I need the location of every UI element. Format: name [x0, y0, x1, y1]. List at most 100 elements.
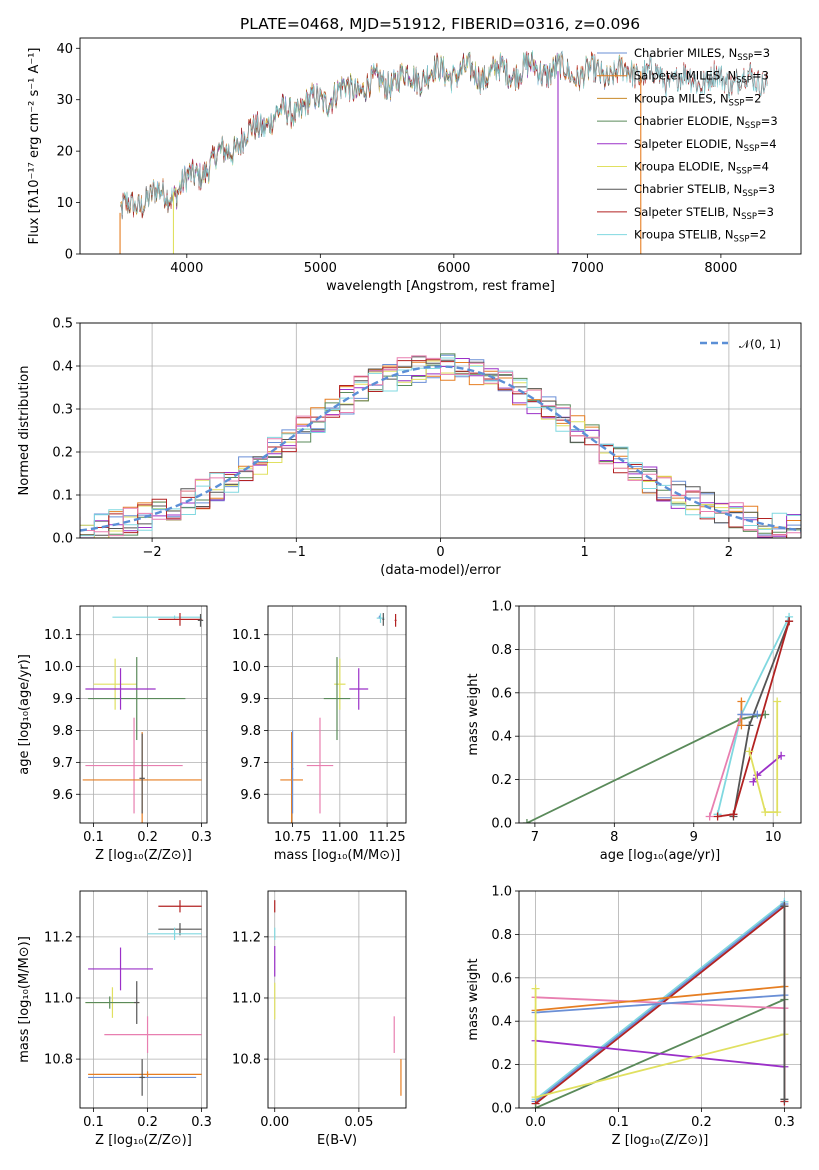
legend-entry: Chabrier MILES, NSSP=3 — [634, 46, 770, 63]
y-tick-label: 11.0 — [232, 991, 261, 1006]
plot-area — [274, 900, 402, 1096]
y-tick-label: 0 — [65, 248, 73, 263]
legend-entry: Salpeter MILES, NSSP=3 — [634, 69, 769, 86]
y-tick-label: 0.6 — [491, 971, 512, 986]
x-tick-label: 0.0 — [525, 1115, 546, 1130]
x-tick-label: 0.1 — [83, 1115, 104, 1130]
axes-spectrum: 4000 5000 6000 7000 8000 0 10 20 30 40 wavelength … — [27, 37, 802, 294]
residual-histogram — [80, 355, 801, 538]
y-tick-label: 0.8 — [491, 643, 512, 658]
weight-series-line — [535, 985, 785, 1012]
y-axis-label: mass weight — [466, 958, 481, 1040]
axes-residuals: −2 −1 0 1 2 0.0 0.1 0.2 0.3 0.4 0.5 (data-model)/er… — [17, 317, 802, 578]
weight-marker — [745, 747, 754, 756]
x-axis-label: (data-model)/error — [380, 563, 501, 578]
weight-series-line — [535, 901, 785, 1101]
weight-series-line — [535, 994, 785, 1014]
y-tick-label: 0.2 — [491, 773, 512, 788]
weight-marker — [531, 1093, 540, 1102]
x-tick-label: 0.2 — [137, 830, 158, 845]
y-tick-label: 0.0 — [52, 532, 73, 547]
gaussian-curve — [80, 365, 801, 532]
x-axis-label: mass [log₁₀(M/M⊙)] — [274, 848, 401, 863]
axes-weight-vs-Z: 0.0 0.1 0.2 0.3 0.0 0.2 0.4 0.6 0.8 1.0 Z [log₁₀(Z… — [466, 885, 802, 1148]
y-tick-label: 9.9 — [52, 692, 73, 707]
residual-legend: 𝒩(0, 1) — [700, 337, 781, 351]
axes-frame — [79, 890, 208, 1109]
x-tick-label: 0.2 — [691, 1115, 712, 1130]
y-tick-label: 10.1 — [232, 628, 261, 643]
weight-marker — [745, 721, 754, 730]
legend-entry: Salpeter ELODIE, NSSP=4 — [634, 137, 777, 154]
y-tick-label: 0.2 — [491, 1058, 512, 1073]
x-tick-label: 0.00 — [260, 1115, 289, 1130]
axes-frame — [267, 605, 407, 824]
plot-area — [85, 900, 202, 1096]
y-tick-label: 11.2 — [44, 930, 73, 945]
x-tick-label: 0.3 — [191, 830, 212, 845]
figure-title: PLATE=0468, MJD=51912, FIBERID=0316, z=0… — [240, 15, 640, 33]
x-tick-label: 0.3 — [191, 1115, 212, 1130]
y-tick-label: 10.0 — [232, 660, 261, 675]
y-tick-label: 40 — [56, 42, 73, 57]
weight-marker — [531, 984, 540, 993]
y-tick-label: 9.8 — [240, 724, 261, 739]
x-tick-label: 1 — [581, 545, 589, 560]
legend-entry: Salpeter STELIB, NSSP=3 — [634, 205, 774, 222]
y-tick-label: 10 — [56, 196, 73, 211]
y-tick-label: 11.0 — [44, 991, 73, 1006]
plot-area — [522, 612, 794, 823]
weight-marker — [761, 808, 770, 817]
axes-weight-vs-age: 7 8 9 10 0.0 0.2 0.4 0.6 0.8 1.0 age [log₁₀(age/yr… — [466, 600, 802, 863]
y-tick-label: 10.1 — [44, 628, 73, 643]
axes-frame — [79, 322, 802, 539]
plot-area — [80, 353, 801, 538]
x-tick-label: 2 — [725, 545, 733, 560]
y-tick-label: 0.1 — [52, 489, 73, 504]
x-tick-label: 8 — [610, 830, 618, 845]
y-tick-label: 0.4 — [491, 730, 512, 745]
x-axis-label: age [log₁₀(age/yr)] — [600, 848, 721, 863]
x-tick-label: 0.3 — [774, 1115, 795, 1130]
weight-marker — [729, 810, 738, 819]
x-tick-label: 0.05 — [344, 1115, 373, 1130]
weight-series-line — [708, 714, 743, 817]
y-tick-label: 9.8 — [52, 724, 73, 739]
y-tick-label: 0.6 — [491, 686, 512, 701]
weight-marker — [749, 777, 758, 786]
weight-series-line — [748, 701, 779, 813]
weight-marker — [522, 819, 531, 823]
spectrum-series-line — [120, 50, 768, 216]
x-axis-label: Z [log₁₀(Z/Z⊙)] — [95, 848, 192, 863]
x-axis-label: E(B-V) — [317, 1133, 357, 1148]
x-tick-label: 0.1 — [608, 1115, 629, 1130]
y-tick-label: 30 — [56, 93, 73, 108]
legend-entry: Chabrier ELODIE, NSSP=3 — [634, 114, 778, 131]
y-tick-label: 0.0 — [491, 817, 512, 832]
plot-area — [119, 50, 768, 254]
legend-entry: Kroupa MILES, NSSP=2 — [634, 91, 761, 108]
legend-entry: 𝒩(0, 1) — [739, 337, 781, 351]
x-tick-label: −1 — [287, 545, 306, 560]
y-tick-label: 0.4 — [52, 360, 73, 375]
x-tick-label: 10 — [765, 830, 782, 845]
weight-marker — [705, 812, 714, 821]
x-tick-label: 0 — [436, 545, 444, 560]
y-tick-label: 0.3 — [52, 403, 73, 418]
x-axis-label: Z [log₁₀(Z/Z⊙)] — [95, 1133, 192, 1148]
x-tick-label: 0.1 — [83, 830, 104, 845]
x-tick-label: 7000 — [571, 261, 604, 276]
legend-entry: Kroupa ELODIE, NSSP=4 — [634, 160, 769, 177]
y-tick-label: 9.9 — [240, 692, 261, 707]
x-tick-label: 6000 — [437, 261, 470, 276]
y-tick-label: 20 — [56, 145, 73, 160]
axes-frame — [267, 890, 407, 1109]
y-tick-label: 10.0 — [44, 660, 73, 675]
legend-entry: Kroupa STELIB, NSSP=2 — [634, 228, 766, 245]
x-axis-label: wavelength [Angstrom, rest frame] — [326, 279, 555, 294]
weight-marker — [777, 751, 786, 760]
x-tick-label: 7 — [531, 830, 539, 845]
plot-area — [531, 897, 789, 1108]
x-tick-label: 5000 — [304, 261, 337, 276]
legend-entry: Chabrier STELIB, NSSP=3 — [634, 182, 775, 199]
